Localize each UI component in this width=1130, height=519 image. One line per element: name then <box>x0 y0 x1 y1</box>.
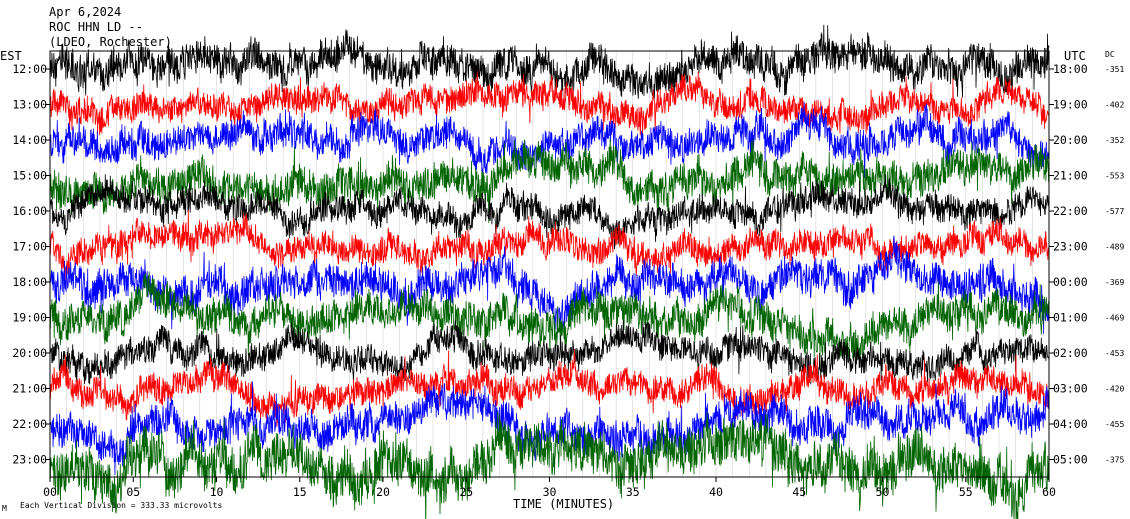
dc-label: DC <box>1105 50 1115 59</box>
trace-line <box>49 381 1050 476</box>
trace-line <box>49 209 1050 289</box>
header-station: ROC HHN LD -- <box>49 20 143 34</box>
est-label: 19:00 <box>12 311 47 325</box>
dc-value: -455 <box>1105 420 1124 429</box>
traces <box>49 24 1050 519</box>
x-tick-label: 00 <box>43 485 57 499</box>
dc-value: -420 <box>1105 385 1124 394</box>
dc-value: -553 <box>1105 172 1124 181</box>
trace-line <box>49 320 1050 386</box>
trace-line <box>49 271 1050 363</box>
utc-label: 04:00 <box>1053 417 1088 431</box>
est-label: 14:00 <box>12 133 47 147</box>
x-tick-label: 55 <box>959 485 973 499</box>
dc-value: -453 <box>1105 349 1124 358</box>
corner-mark: M <box>2 504 7 513</box>
dc-value: -352 <box>1105 136 1124 145</box>
utc-label: 05:00 <box>1053 453 1088 467</box>
trace-line <box>49 235 1050 338</box>
utc-label: 22:00 <box>1053 204 1088 218</box>
est-label: 17:00 <box>12 240 47 254</box>
utc-label: 01:00 <box>1053 311 1088 325</box>
utc-label: 20:00 <box>1053 133 1088 147</box>
dc-values: -351 -402 -352 -553 -577 -489 -369 -469 -453 -420… <box>1105 65 1124 465</box>
x-tick-labels: 00 05 10 15 20 25 30 35 40 45 50 55 60 <box>43 477 1056 499</box>
x-tick-label: 60 <box>1042 485 1056 499</box>
trace-line <box>49 24 1050 99</box>
est-label: 20:00 <box>12 346 47 360</box>
trace-line <box>49 71 1050 136</box>
header-network: (LDEO, Rochester) <box>49 35 172 49</box>
x-tick-label: 10 <box>210 485 224 499</box>
footer-note: Each Vertical Division = 333.33 microvol… <box>20 501 222 510</box>
header-date: Apr 6,2024 <box>49 5 121 19</box>
utc-label: 03:00 <box>1053 382 1088 396</box>
dc-value: -375 <box>1105 456 1124 465</box>
utc-label: 23:00 <box>1053 240 1088 254</box>
x-tick-label: 35 <box>626 485 640 499</box>
trace-line <box>49 411 1050 519</box>
x-tick-label: 05 <box>126 485 140 499</box>
trace-line <box>49 349 1050 427</box>
dc-value: -369 <box>1105 278 1124 287</box>
x-tick-label: 15 <box>293 485 307 499</box>
x-tick-label: 40 <box>709 485 723 499</box>
x-tick-label: 25 <box>459 485 473 499</box>
dc-value: -402 <box>1105 101 1124 110</box>
est-label: 12:00 <box>12 62 47 76</box>
dc-value: -489 <box>1105 243 1124 252</box>
utc-label: 02:00 <box>1053 346 1088 360</box>
x-tick-label: 20 <box>376 485 390 499</box>
est-label: 15:00 <box>12 169 47 183</box>
right-axis-label: UTC <box>1064 49 1086 63</box>
est-label: 21:00 <box>12 382 47 396</box>
x-tick-label: 30 <box>543 485 557 499</box>
utc-label: 21:00 <box>1053 169 1088 183</box>
left-axis-label: EST <box>0 49 22 63</box>
utc-labels: 18:00 19:00 20:00 21:00 22:00 23:00 00:00 01:00… <box>1049 62 1088 467</box>
x-tick-label: 50 <box>876 485 890 499</box>
est-labels: 12:00 13:00 14:00 15:00 16:00 17:00 18:00 19:00… <box>12 62 50 467</box>
est-label: 16:00 <box>12 204 47 218</box>
est-label: 22:00 <box>12 417 47 431</box>
est-label: 23:00 <box>12 453 47 467</box>
x-axis-label: TIME (MINUTES) <box>513 497 614 511</box>
est-label: 13:00 <box>12 98 47 112</box>
est-label: 18:00 <box>12 275 47 289</box>
dc-value: -577 <box>1105 207 1124 216</box>
utc-label: 19:00 <box>1053 98 1088 112</box>
utc-label: 00:00 <box>1053 275 1088 289</box>
utc-label: 18:00 <box>1053 62 1088 76</box>
dc-value: -469 <box>1105 314 1124 323</box>
x-tick-label: 45 <box>792 485 806 499</box>
dc-value: -351 <box>1105 65 1124 74</box>
trace-line <box>49 101 1050 178</box>
trace-line <box>49 174 1050 250</box>
